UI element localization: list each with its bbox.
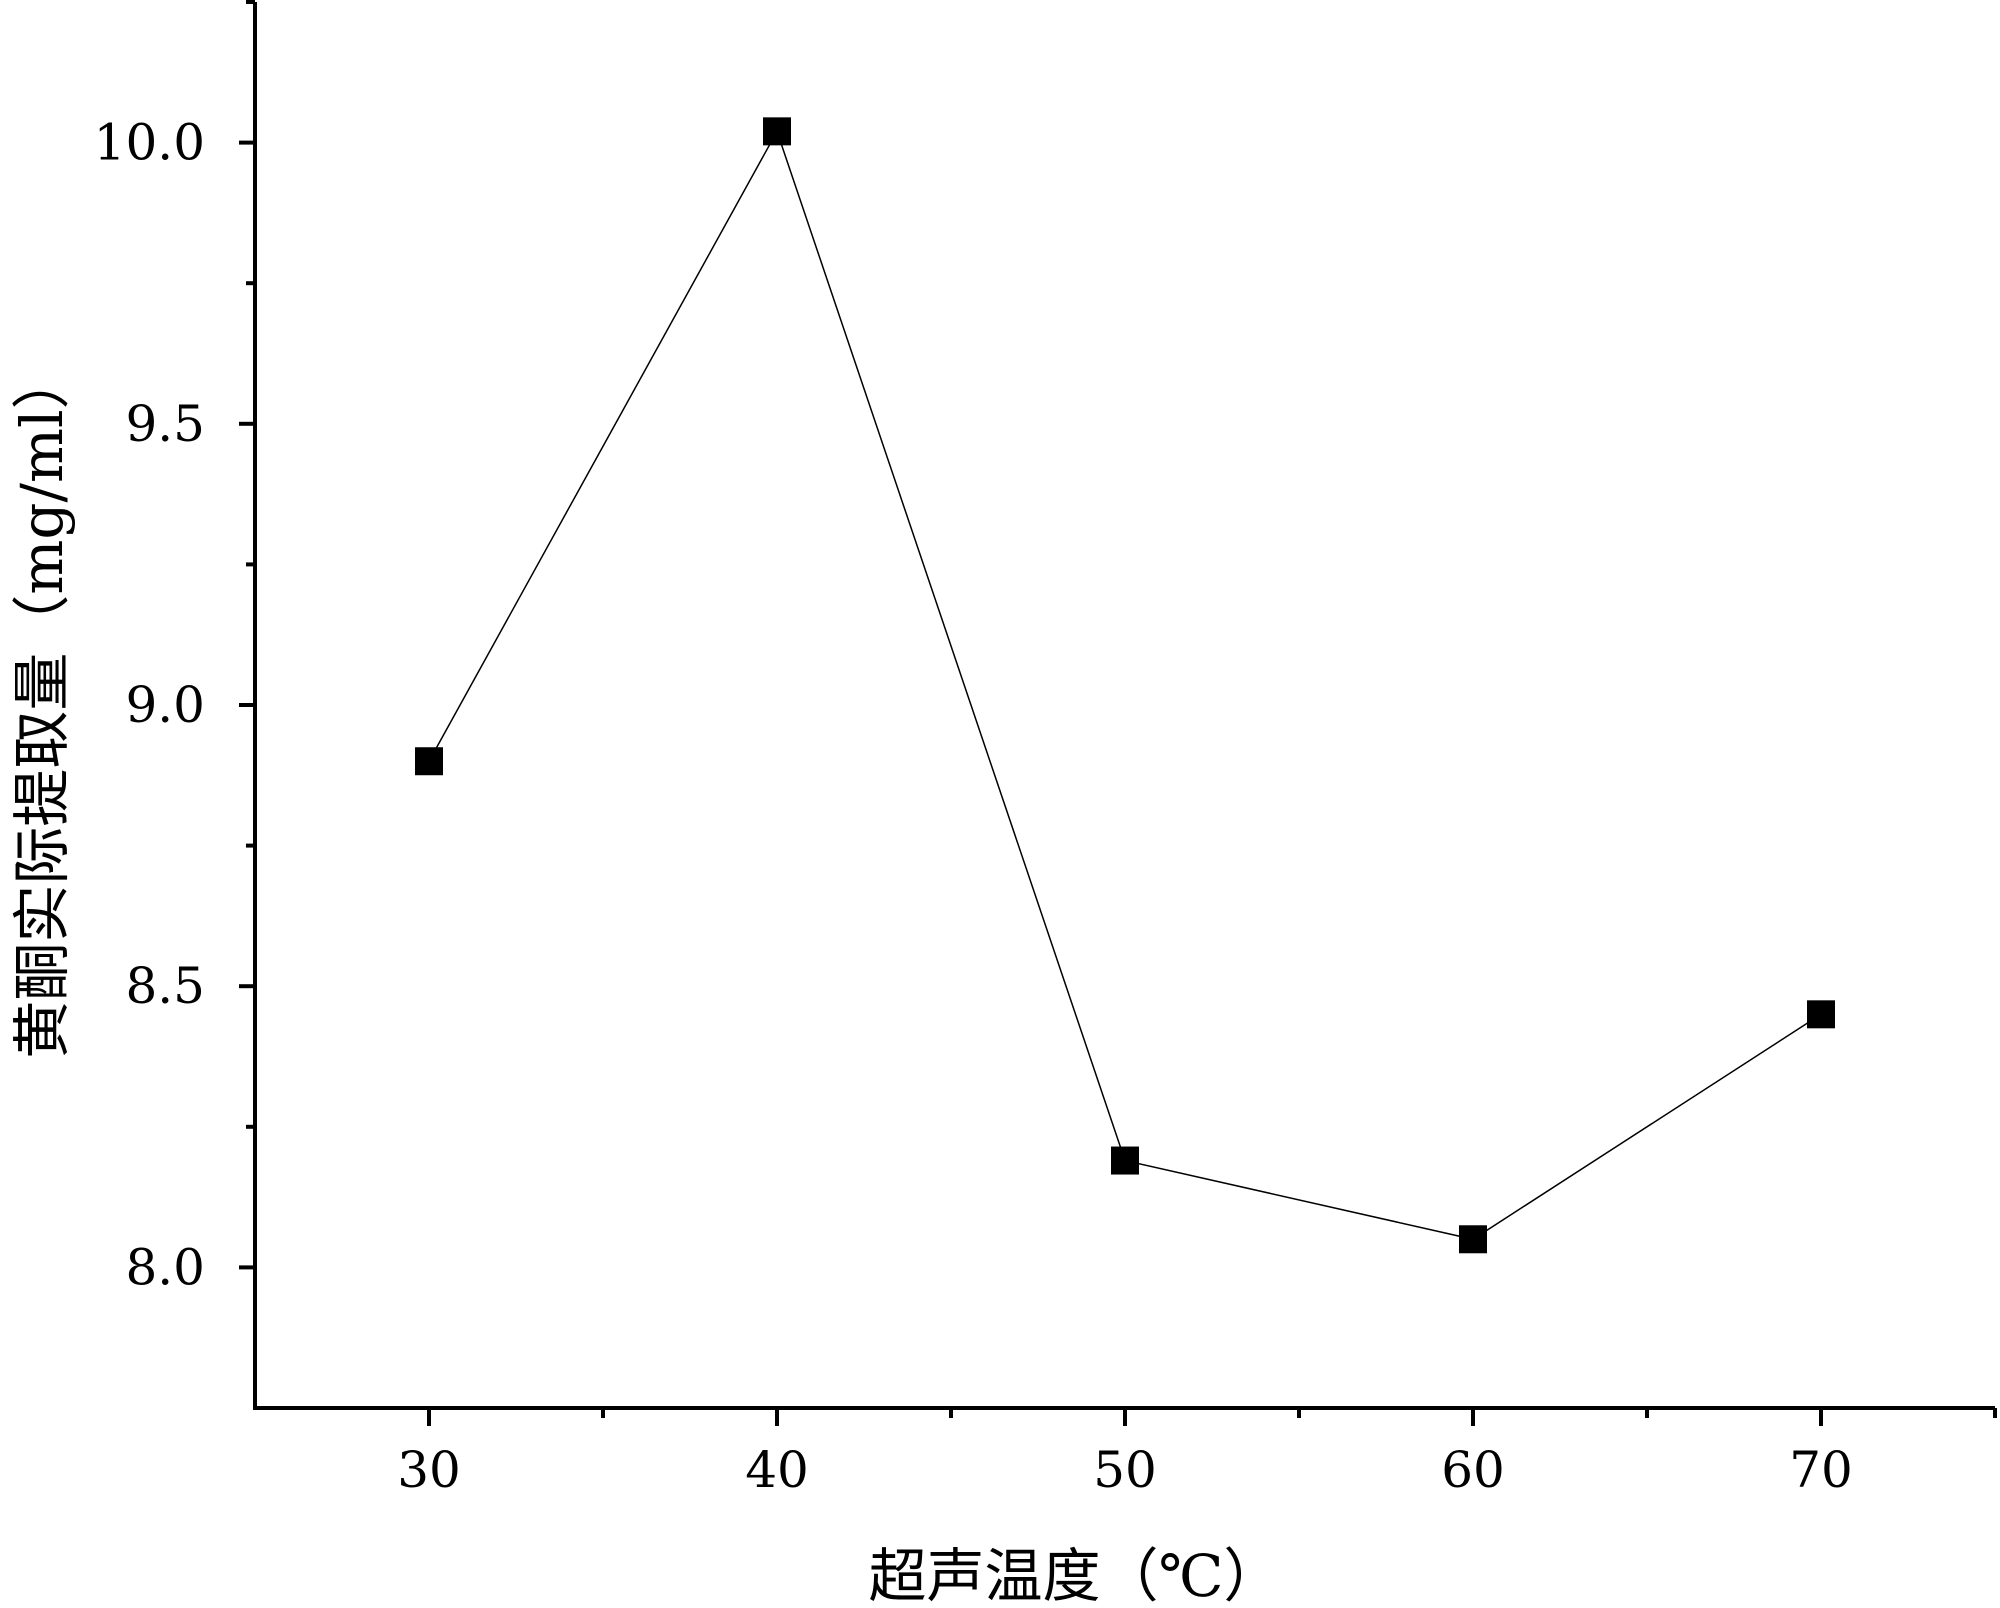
x-tick-label: 70 — [1789, 1441, 1853, 1499]
series-line — [428, 129, 1822, 1241]
y-tick-label: 9.0 — [125, 676, 205, 734]
y-tick-label: 9.5 — [125, 395, 205, 453]
data-point-marker — [1111, 1146, 1139, 1175]
x-axis-title: 超声温度（℃） — [869, 1542, 1282, 1608]
x-tick-label: 50 — [1093, 1441, 1157, 1499]
data-point-marker — [1807, 1000, 1835, 1029]
x-tick-label: 40 — [745, 1441, 809, 1499]
ticks: 30 40 50 60 70 8.0 8.5 9.0 9.5 10.0 — [94, 0, 1997, 1499]
data-point-marker — [763, 117, 791, 146]
y-axis-title: 黄酮实际提取量（mg/ml） — [8, 351, 76, 1058]
y-tick-label: 8.0 — [125, 1238, 205, 1296]
data-point-marker — [1459, 1225, 1487, 1254]
data-point-marker — [415, 747, 443, 776]
series — [415, 117, 1835, 1254]
y-tick-label: 8.5 — [125, 957, 205, 1015]
x-tick-label: 30 — [397, 1441, 461, 1499]
axes — [253, 2, 1995, 1410]
x-tick-label: 60 — [1441, 1441, 1505, 1499]
y-tick-label: 10.0 — [94, 114, 205, 172]
